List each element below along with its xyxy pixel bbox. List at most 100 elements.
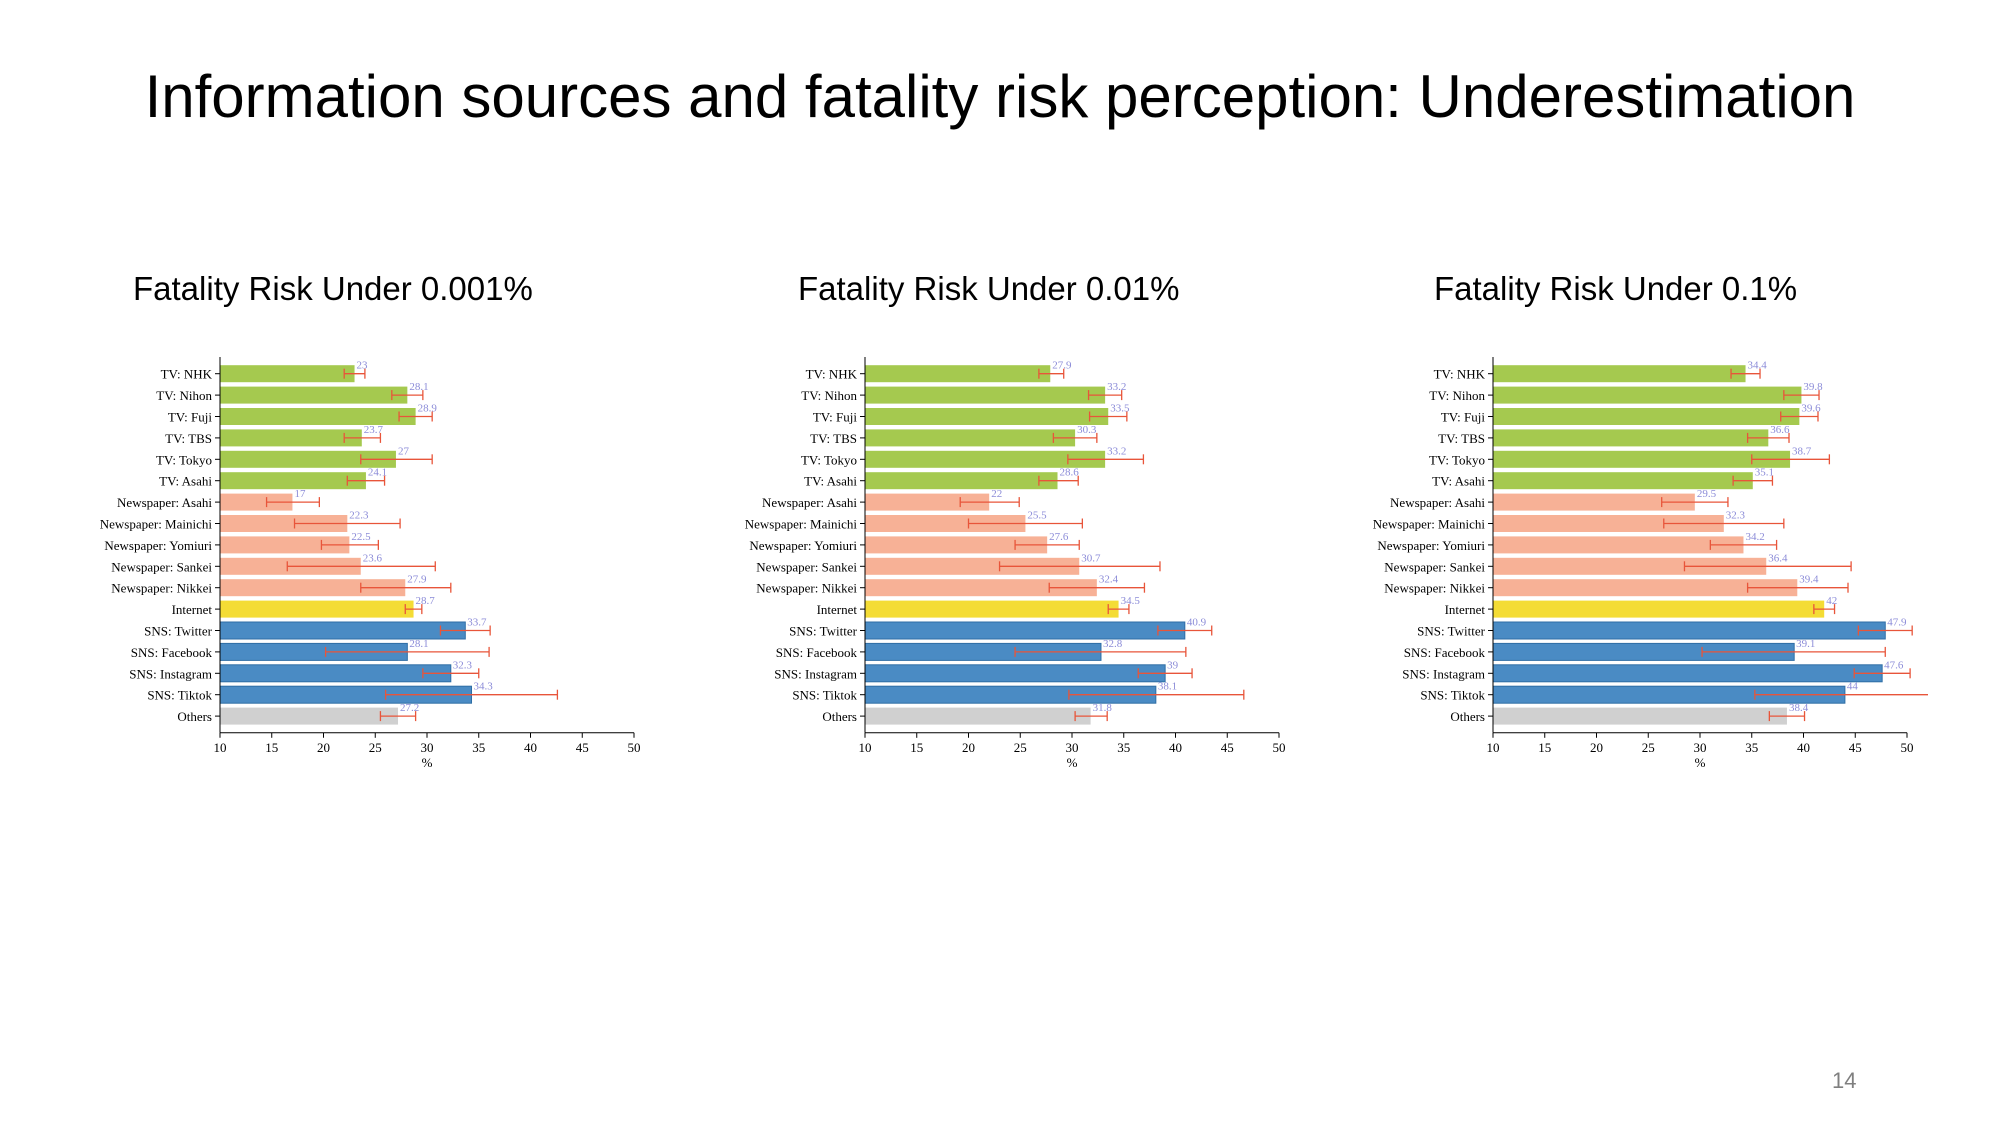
category-label: TV: Asahi — [159, 474, 212, 489]
bar-newspaper — [865, 536, 1048, 554]
bar-sns — [1492, 621, 1886, 640]
bar-chart: TV: NHK 27.9 TV: Nihon 33.2 TV: Fuji 33.5 TV: … — [745, 357, 1286, 770]
data-label: 28.1 — [409, 638, 428, 650]
bar-newspaper — [220, 515, 348, 532]
bar-newspaper — [865, 515, 1026, 532]
category-label: SNS: Twitter — [1417, 624, 1486, 639]
bar-sns — [864, 621, 1186, 640]
chart-title: Fatality Risk Under 0.01% — [798, 270, 1180, 307]
data-label: 34.2 — [1745, 531, 1764, 543]
bar-tv — [1493, 386, 1802, 404]
data-label: 30.7 — [1081, 552, 1101, 564]
category-label: Newspaper: Yomiuri — [104, 538, 212, 553]
bar-tv — [1493, 408, 1800, 425]
category-label: Newspaper: Asahi — [762, 495, 857, 510]
x-tick-label: 35 — [1745, 740, 1758, 755]
category-label: Newspaper: Asahi — [117, 495, 212, 510]
data-label: 32.4 — [1099, 574, 1119, 586]
bar-tv — [220, 365, 355, 383]
data-label: 27.2 — [400, 702, 419, 714]
category-label: Newspaper: Nikkei — [111, 581, 212, 596]
bar-tv — [865, 365, 1051, 383]
category-label: Newspaper: Nikkei — [756, 581, 857, 596]
data-label: 23.7 — [364, 424, 384, 436]
x-tick-label: 20 — [1590, 740, 1603, 755]
category-label: Newspaper: Sankei — [1384, 559, 1485, 574]
data-label: 27.9 — [407, 574, 427, 586]
data-label: 34.3 — [474, 681, 494, 693]
category-label: Newspaper: Sankei — [111, 559, 212, 574]
x-tick-label: 40 — [524, 740, 537, 755]
category-label: TV: Fuji — [168, 410, 213, 425]
category-label: TV: Nihon — [801, 388, 857, 403]
x-tick-label: 20 — [962, 740, 975, 755]
data-label: 28.1 — [409, 381, 428, 393]
category-label: TV: Tokyo — [156, 452, 212, 467]
slide-title: Information sources and fatality risk pe… — [144, 63, 1856, 130]
category-label: SNS: Facebook — [776, 645, 858, 660]
category-label: TV: Asahi — [1432, 474, 1485, 489]
data-label: 33.2 — [1107, 445, 1126, 457]
category-label: Newspaper: Sankei — [756, 559, 857, 574]
category-label: Internet — [1445, 602, 1486, 617]
bar-tv — [865, 429, 1076, 447]
bar-tv — [220, 450, 396, 468]
data-label: 38.7 — [1792, 445, 1812, 457]
bar-newspaper — [1493, 557, 1767, 575]
data-label: 35.1 — [1755, 467, 1774, 479]
bar-internet — [865, 600, 1119, 618]
category-label: Others — [822, 709, 857, 724]
x-axis-label: % — [422, 755, 433, 770]
x-tick-label: 50 — [1901, 740, 1914, 755]
data-label: 40.9 — [1187, 617, 1207, 629]
category-label: Newspaper: Yomiuri — [1377, 538, 1485, 553]
category-label: TV: Nihon — [1429, 388, 1485, 403]
data-label: 39.1 — [1796, 638, 1815, 650]
bar-newspaper — [865, 493, 990, 511]
data-label: 39.4 — [1799, 574, 1819, 586]
category-label: TV: NHK — [161, 367, 213, 382]
category-label: TV: Fuji — [1441, 410, 1486, 425]
bar-newspaper — [1493, 579, 1798, 597]
chart-panel-2: Fatality Risk Under 0.01% TV: NHK 27.9 TV:… — [700, 270, 1286, 790]
data-label: 28.6 — [1060, 467, 1080, 479]
x-axis-label: % — [1067, 755, 1078, 770]
data-label: 47.6 — [1884, 659, 1904, 671]
data-label: 22.5 — [351, 531, 371, 543]
data-label: 23.6 — [363, 552, 383, 564]
data-label: 42 — [1826, 595, 1837, 607]
category-label: Internet — [172, 602, 213, 617]
category-label: Newspaper: Nikkei — [1384, 581, 1485, 596]
bar-tv — [1493, 429, 1769, 447]
data-label: 23 — [357, 360, 369, 372]
data-label: 27.6 — [1049, 531, 1069, 543]
category-label: Newspaper: Mainichi — [100, 517, 213, 532]
category-label: TV: TBS — [1438, 431, 1485, 446]
bar-tv — [865, 408, 1109, 425]
data-label: 28.7 — [416, 595, 436, 607]
x-tick-label: 15 — [910, 740, 923, 755]
bar-tv — [1493, 472, 1753, 490]
bar-newspaper — [865, 579, 1097, 597]
x-tick-label: 30 — [421, 740, 434, 755]
category-label: Others — [1450, 709, 1485, 724]
chart-title: Fatality Risk Under 0.001% — [133, 270, 533, 307]
category-label: SNS: Instagram — [774, 666, 857, 681]
bar-others — [220, 707, 399, 725]
data-label: 39 — [1167, 659, 1179, 671]
x-tick-label: 40 — [1169, 740, 1182, 755]
data-label: 24.1 — [368, 467, 387, 479]
bar-newspaper — [865, 557, 1080, 575]
category-label: SNS: Facebook — [131, 645, 213, 660]
data-label: 36.4 — [1768, 552, 1788, 564]
category-label: TV: TBS — [810, 431, 857, 446]
bar-chart: TV: NHK 34.4 TV: Nihon 39.8 TV: Fuji 39.6 TV: … — [1373, 357, 1928, 770]
x-tick-label: 45 — [1221, 740, 1234, 755]
data-label: 38.1 — [1158, 681, 1177, 693]
category-label: TV: Nihon — [156, 388, 212, 403]
category-label: Others — [177, 709, 212, 724]
x-tick-label: 50 — [1273, 740, 1286, 755]
data-label: 28.9 — [418, 403, 438, 415]
bar-chart: TV: NHK 23 TV: Nihon 28.1 TV: Fuji 28.9 TV: TB… — [100, 357, 641, 770]
category-label: TV: Asahi — [804, 474, 857, 489]
